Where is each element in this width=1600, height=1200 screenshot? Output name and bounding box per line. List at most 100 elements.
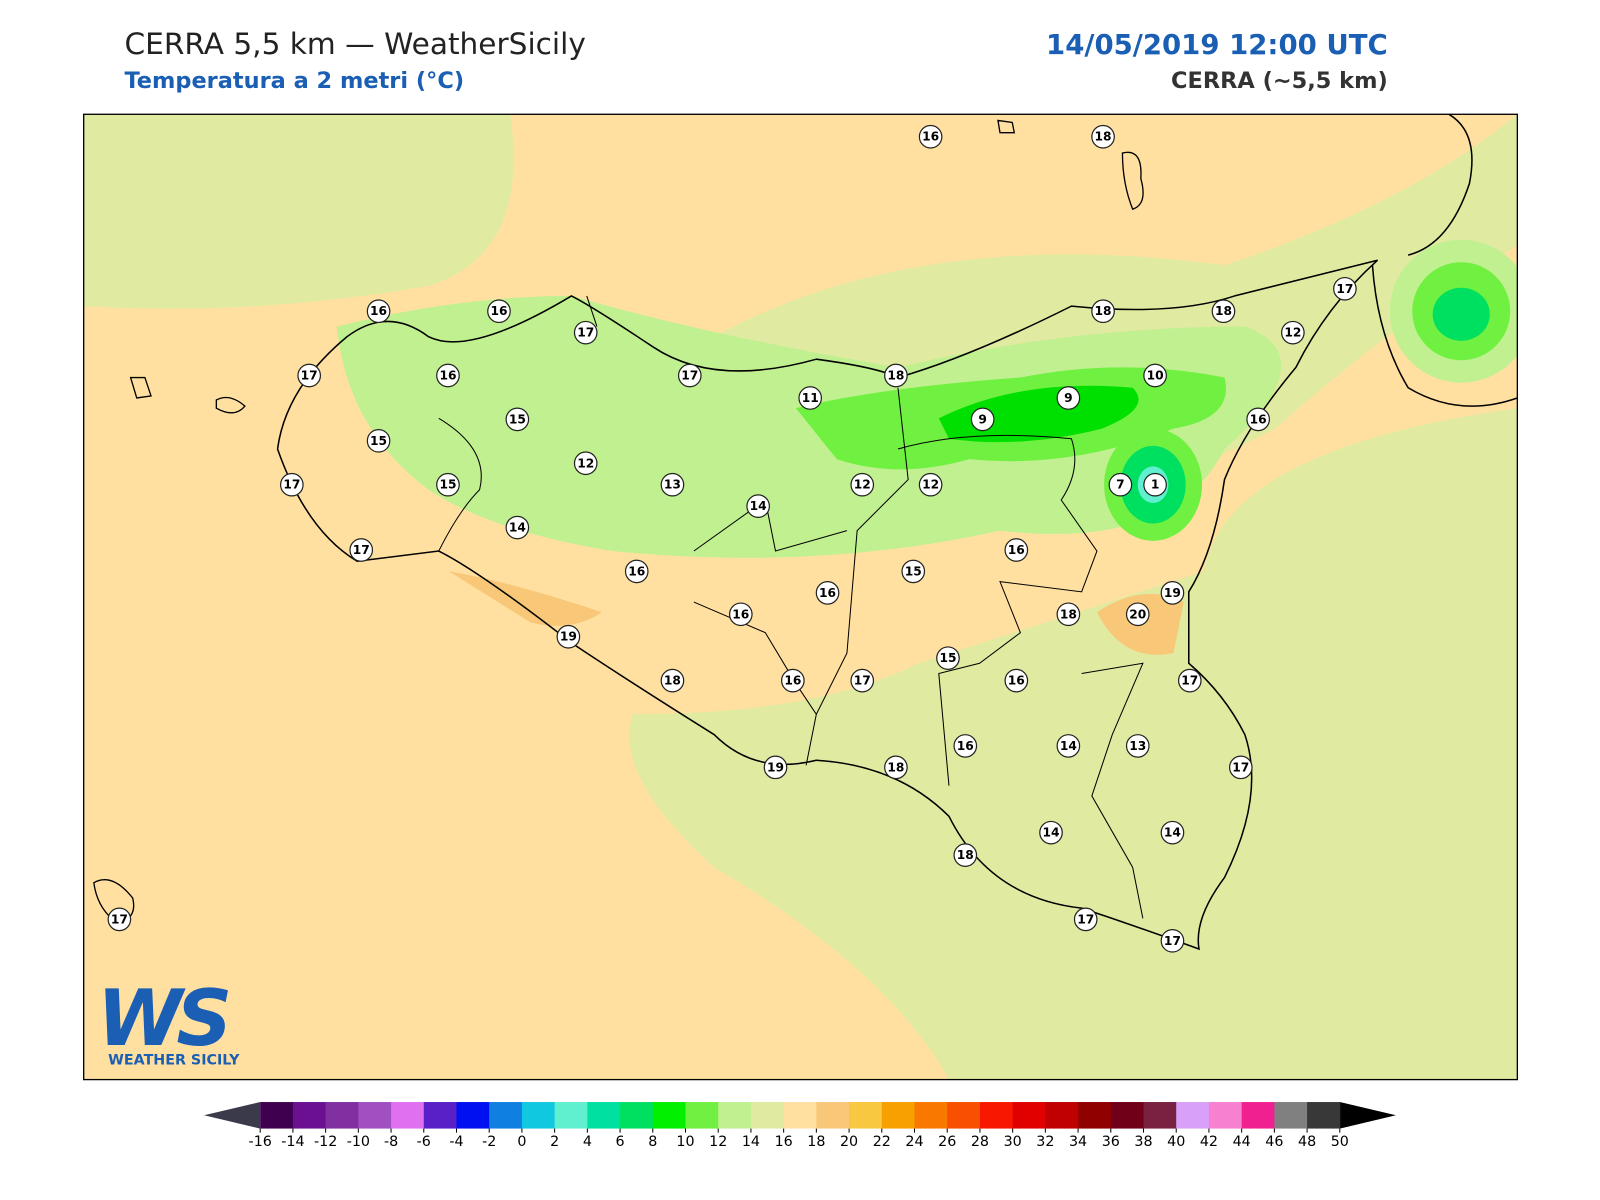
station-value: 16 — [957, 739, 974, 753]
station-value: 17 — [283, 478, 300, 492]
colorbar-label: -2 — [482, 1134, 496, 1150]
colorbar-label: -16 — [249, 1134, 272, 1150]
station-marker — [677, 363, 702, 388]
station-value: 16 — [1008, 674, 1025, 688]
colorbar-label: 38 — [1134, 1134, 1152, 1150]
colorbar-segment — [292, 1102, 327, 1129]
station-value: 16 — [1008, 543, 1025, 557]
station-marker — [970, 407, 995, 432]
station-value: 12 — [922, 478, 939, 492]
station: 17 — [573, 320, 598, 345]
station: 18 — [884, 363, 908, 388]
station-marker — [1004, 668, 1029, 693]
station-value: 11 — [802, 391, 819, 405]
station: 13 — [1125, 734, 1150, 758]
station-marker — [436, 472, 460, 497]
colorbar-label: 14 — [742, 1134, 760, 1150]
station-value: 17 — [111, 912, 128, 926]
colorbar-label: -4 — [449, 1134, 463, 1150]
station-marker — [781, 668, 805, 693]
station-marker — [1177, 668, 1202, 693]
station: 11 — [798, 386, 823, 410]
station-value: 14 — [1060, 739, 1077, 753]
colorbar-label: 4 — [583, 1134, 592, 1150]
station-value: 12 — [854, 478, 871, 492]
station: 9 — [970, 407, 995, 432]
station-marker — [660, 472, 685, 497]
colorbar-segment — [260, 1102, 294, 1129]
colorbar-segment — [750, 1102, 785, 1129]
colorbar-segment — [652, 1102, 687, 1129]
station: 18 — [884, 755, 908, 780]
station: 15 — [505, 407, 530, 432]
station: 16 — [1004, 538, 1029, 562]
station: 14 — [1056, 734, 1081, 758]
colorbar-segment — [947, 1102, 981, 1129]
station-value: 9 — [978, 412, 987, 426]
station-value: 17 — [1181, 674, 1198, 688]
station: 18 — [953, 843, 978, 867]
station-marker — [1160, 820, 1185, 845]
station-marker — [1039, 820, 1063, 845]
colorbar-label: 42 — [1200, 1134, 1218, 1150]
station: 16 — [1004, 668, 1029, 693]
station-value: 15 — [905, 564, 922, 578]
colorbar-label: 44 — [1233, 1134, 1251, 1150]
station-marker — [884, 363, 908, 388]
station-value: 17 — [1232, 760, 1249, 774]
station-value: 9 — [1064, 391, 1073, 405]
colorbar-segment — [1078, 1102, 1112, 1129]
station-marker — [884, 755, 908, 780]
station-marker — [1108, 472, 1133, 497]
station: 14 — [1160, 820, 1185, 845]
colorbar-segment — [1045, 1102, 1079, 1129]
station-value: 14 — [750, 499, 767, 513]
station-marker — [624, 559, 649, 584]
colorbar-segment — [685, 1102, 719, 1129]
colorbar-label: 36 — [1102, 1134, 1120, 1150]
station-value: 1 — [1151, 478, 1160, 492]
colorbar-segment — [718, 1102, 752, 1129]
station-marker — [1056, 602, 1081, 627]
station-marker — [918, 124, 943, 149]
colorbar-label: 6 — [616, 1134, 625, 1150]
station-marker — [573, 320, 598, 345]
station: 17 — [1160, 928, 1185, 953]
field-12-14 — [336, 295, 1282, 558]
colorbar-label: 20 — [840, 1134, 858, 1150]
colorbar-label: -14 — [281, 1134, 304, 1150]
station-marker — [505, 515, 530, 540]
station-marker — [660, 668, 685, 693]
station-value: 17 — [854, 674, 871, 688]
station-marker — [280, 472, 304, 497]
field-6-8 — [1432, 287, 1490, 341]
station-marker — [1281, 320, 1305, 345]
colorbar-segment — [489, 1102, 523, 1129]
station-value: 17 — [681, 369, 698, 383]
station: 17 — [1333, 276, 1357, 301]
province-borders — [438, 295, 1144, 919]
station: 17 — [297, 363, 322, 388]
field-18-20 — [448, 571, 1184, 655]
colorbar-segment — [1176, 1102, 1210, 1129]
colorbar-label: 16 — [775, 1134, 793, 1150]
station-marker — [850, 668, 875, 693]
station: 18 — [1056, 602, 1081, 627]
station-value: 18 — [887, 760, 904, 774]
station: 18 — [660, 668, 685, 693]
station-value: 12 — [1284, 326, 1301, 340]
colorbar-label: -6 — [417, 1134, 431, 1150]
coastline — [276, 259, 1379, 951]
station-value: 17 — [1077, 912, 1094, 926]
station: 10 — [1143, 363, 1167, 388]
stations: 16 18 16 16 17 17 16 17 18 18 18 17 12 10 9 9 11 15 15 16 12… — [107, 124, 1357, 953]
colorbar-segment — [914, 1102, 948, 1129]
field-14-16 — [83, 114, 514, 309]
station-marker — [349, 538, 374, 562]
colorbar-segment — [554, 1102, 588, 1129]
station-value: 17 — [1336, 282, 1353, 296]
station-value: 16 — [628, 564, 645, 578]
colorbar-segment — [456, 1102, 490, 1129]
colorbar-label: 30 — [1004, 1134, 1022, 1150]
station: 16 — [366, 299, 391, 324]
